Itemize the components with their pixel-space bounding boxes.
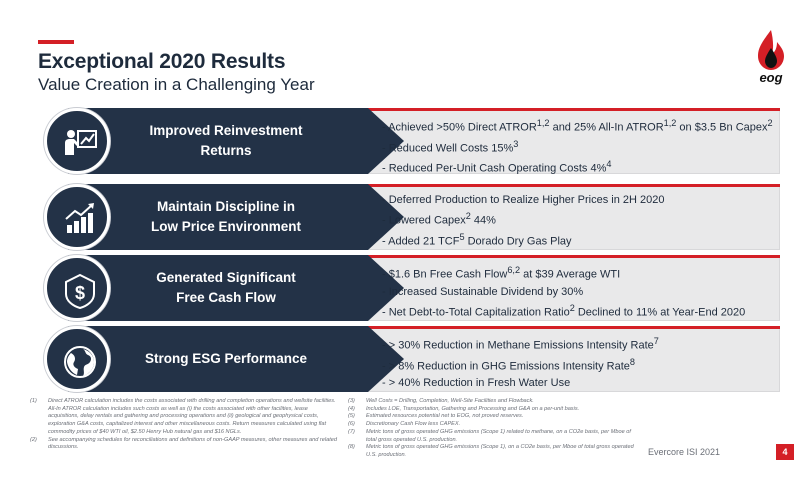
result-row-discipline: Maintain Discipline in Low Price Environm… bbox=[44, 184, 780, 250]
bullet-item: - $1.6 Bn Free Cash Flow6,2 at $39 Avera… bbox=[382, 265, 621, 281]
footnote: (8) Metric tons of gross operated GHG emi… bbox=[348, 444, 634, 459]
bullet-item: - Lowered Capex2 44% bbox=[382, 211, 496, 227]
footnotes-right-column: (3) Well Costs = Drilling, Completion, We… bbox=[348, 398, 638, 460]
row-label: Strong ESG Performance bbox=[144, 351, 308, 367]
bullet-item: - Increased Sustainable Dividend by 30% bbox=[382, 285, 584, 298]
footnote: (4) Includes LOE, Transportation, Gatheri… bbox=[348, 405, 580, 412]
bullet-item: - > 8% Reduction in GHG Emissions Intens… bbox=[382, 356, 636, 373]
icon-badge bbox=[44, 184, 110, 250]
logo-wordmark: eog bbox=[759, 70, 783, 85]
bullet-item: - Net Debt-to-Total Capitalization Ratio… bbox=[382, 302, 746, 319]
panel-accent-bar bbox=[364, 108, 780, 111]
label-banner bbox=[68, 184, 404, 250]
bullet-list: - Achieved >50% Direct ATROR1,2 and 25% … bbox=[382, 116, 773, 178]
row-label: Improved Reinvestment Returns bbox=[149, 123, 303, 158]
row-label: Maintain Discipline in Low Price Environm… bbox=[150, 199, 302, 234]
eog-flame-logo-icon bbox=[758, 30, 784, 70]
icon-badge bbox=[44, 108, 110, 174]
dollar-shield-icon: $ bbox=[65, 273, 95, 310]
panel-accent-bar bbox=[364, 184, 780, 187]
result-row-reinvestment: Improved Reinvestment Returns - Achieved … bbox=[44, 108, 780, 175]
details-panel bbox=[344, 255, 780, 321]
page-title: Exceptional 2020 Results bbox=[38, 50, 286, 73]
bullet-list: - Deferred Production to Realize Higher … bbox=[382, 192, 664, 250]
title-accent-bar bbox=[38, 40, 74, 44]
footnote: (7) Metric tons of gross operated GHG emi… bbox=[348, 428, 631, 443]
label-banner bbox=[68, 326, 404, 392]
footnote: (6) Discretionary Cash Flow less CAPEX. bbox=[348, 421, 461, 428]
bullet-item: - Reduced Well Costs 15%3 bbox=[382, 138, 519, 155]
svg-text:$: $ bbox=[75, 283, 85, 303]
icon-badge bbox=[44, 326, 110, 392]
bullet-list: - > 30% Reduction in Methane Emissions I… bbox=[382, 334, 659, 392]
bullet-item: - Reduced Per-Unit Cash Operating Costs … bbox=[382, 159, 612, 176]
footnote: (3) Well Costs = Drilling, Completion, We… bbox=[348, 398, 534, 404]
row-label: Generated Significant Free Cash Flow bbox=[156, 270, 296, 305]
footnote: (1) Direct ATROR calculation includes the… bbox=[30, 398, 336, 435]
details-panel bbox=[344, 326, 780, 392]
icon-badge: $ bbox=[44, 255, 110, 321]
panel-accent-bar bbox=[364, 326, 780, 329]
bullet-item: - > 30% Reduction in Methane Emissions I… bbox=[382, 336, 659, 352]
footer-event-name: Evercore ISI 2021 bbox=[648, 447, 721, 457]
page-subtitle: Value Creation in a Challenging Year bbox=[38, 75, 315, 94]
page-number: 4 bbox=[776, 444, 794, 460]
bullet-item: - Added 21 TCF5 Dorado Dry Gas Play bbox=[382, 231, 572, 248]
bullet-item: - Deferred Production to Realize Higher … bbox=[382, 194, 665, 206]
label-banner bbox=[68, 108, 404, 174]
label-banner bbox=[68, 255, 404, 321]
footnotes-left-column: (1) Direct ATROR calculation includes the… bbox=[30, 398, 338, 452]
globe-icon bbox=[64, 346, 96, 378]
presentation-chart-icon bbox=[65, 130, 97, 155]
bullet-item: - Achieved >50% Direct ATROR1,2 and 25% … bbox=[382, 118, 773, 134]
footnote: (2) See accompanying schedules for reconc… bbox=[30, 436, 337, 451]
bullet-list: - $1.6 Bn Free Cash Flow6,2 at $39 Avera… bbox=[382, 263, 745, 321]
details-panel bbox=[344, 108, 780, 174]
bar-chart-arrow-icon bbox=[65, 203, 94, 233]
footnote: (5) Estimated resources potential net to … bbox=[348, 413, 524, 420]
panel-accent-bar bbox=[364, 255, 780, 258]
result-row-free-cash-flow: $ Generated Significant Free Cash Flow - … bbox=[44, 255, 780, 321]
bullet-item: - > 40% Reduction in Fresh Water Use bbox=[382, 377, 571, 390]
result-row-esg: Strong ESG Performance - > 30% Reduction… bbox=[44, 326, 780, 392]
